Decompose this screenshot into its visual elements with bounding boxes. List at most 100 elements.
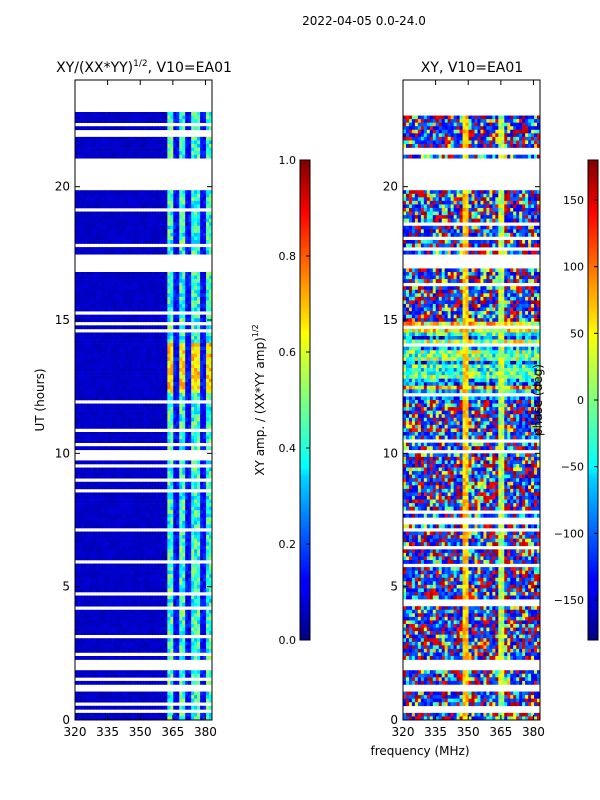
heatmap-cell xyxy=(185,588,189,593)
heatmap-cell xyxy=(179,343,183,347)
heatmap-cell xyxy=(131,222,136,227)
heatmap-cell xyxy=(116,350,121,355)
heatmap-cell xyxy=(92,588,97,593)
heatmap-cell xyxy=(110,364,115,369)
heatmap-cell xyxy=(107,407,112,411)
heatmap-cell xyxy=(167,240,171,244)
heatmap-cell xyxy=(98,609,103,614)
heatmap-cell xyxy=(200,339,204,344)
heatmap-cell xyxy=(203,602,207,607)
heatmap-cell xyxy=(131,197,136,202)
heatmap-cell xyxy=(143,520,148,525)
heatmap-cell xyxy=(146,407,151,411)
heatmap-cell xyxy=(75,360,79,365)
heatmap-cell xyxy=(206,286,210,291)
heatmap-cell xyxy=(119,275,124,280)
heatmap-cell xyxy=(161,332,165,337)
heatmap-cell xyxy=(137,531,142,536)
heatmap-cell xyxy=(143,446,148,451)
heatmap-cell xyxy=(128,563,133,568)
heatmap-cell xyxy=(185,481,189,486)
heatmap-cell xyxy=(209,392,212,397)
heatmap-cell xyxy=(89,414,94,419)
heatmap-cell xyxy=(101,595,106,600)
heatmap-cell xyxy=(209,357,212,362)
heatmap-cell xyxy=(89,193,94,198)
heatmap-cell xyxy=(194,325,198,330)
heatmap-cell xyxy=(131,609,136,614)
heatmap-cell xyxy=(80,378,85,383)
heatmap-cell xyxy=(80,272,85,276)
heatmap-cell xyxy=(75,222,79,227)
heatmap-cell xyxy=(101,279,106,283)
heatmap-cell xyxy=(80,197,85,202)
heatmap-cell xyxy=(116,247,121,251)
heatmap-cell xyxy=(149,339,154,344)
heatmap-cell xyxy=(197,307,201,312)
heatmap-cell xyxy=(128,524,133,529)
heatmap-cell xyxy=(110,215,115,219)
heatmap-cell xyxy=(161,432,165,436)
heatmap-cell xyxy=(83,375,88,379)
heatmap-cell xyxy=(167,435,171,440)
heatmap-cell xyxy=(188,119,192,123)
heatmap-cell xyxy=(161,140,165,145)
heatmap-cell xyxy=(209,403,212,408)
heatmap-cell xyxy=(161,556,165,561)
heatmap-cell xyxy=(209,293,212,298)
heatmap-cell xyxy=(158,403,162,408)
heatmap-cell xyxy=(128,286,133,291)
heatmap-cell xyxy=(75,140,79,145)
heatmap-cell xyxy=(131,204,136,209)
heatmap-cell xyxy=(197,126,201,131)
heatmap-cell xyxy=(173,332,177,337)
heatmap-cell xyxy=(164,272,168,276)
heatmap-cell xyxy=(119,115,124,120)
heatmap-cell xyxy=(146,506,151,511)
heatmap-cell xyxy=(143,325,148,330)
heatmap-cell xyxy=(95,293,100,298)
heatmap-cell xyxy=(197,496,201,500)
heatmap-cell xyxy=(116,339,121,344)
heatmap-cell xyxy=(83,115,88,120)
heatmap-cell xyxy=(188,435,192,440)
heatmap-cell xyxy=(110,549,115,554)
heatmap-cell xyxy=(155,218,159,223)
heatmap-cell xyxy=(185,613,189,618)
heatmap-cell xyxy=(161,609,165,614)
heatmap-cell xyxy=(134,581,139,586)
heatmap-cell xyxy=(86,218,91,223)
heatmap-cell xyxy=(143,346,148,351)
heatmap-cell xyxy=(158,318,162,323)
heatmap-cell xyxy=(125,407,130,411)
heatmap-cell xyxy=(200,549,204,554)
heatmap-cell xyxy=(170,236,174,241)
heatmap-cell xyxy=(158,364,162,369)
heatmap-cell xyxy=(191,336,195,340)
heatmap-cell xyxy=(122,236,127,241)
heatmap-cell xyxy=(92,510,97,515)
heatmap-cell xyxy=(182,215,186,219)
heatmap-cell xyxy=(146,275,151,280)
heatmap-cell xyxy=(194,204,198,209)
heatmap-cell xyxy=(149,378,154,383)
heatmap-cell xyxy=(179,510,183,515)
heatmap-cell xyxy=(80,343,85,347)
heatmap-cell xyxy=(146,279,151,283)
heatmap-cell xyxy=(209,535,212,539)
heatmap-cell xyxy=(164,247,168,251)
heatmap-cell xyxy=(89,286,94,291)
heatmap-cell xyxy=(155,496,159,500)
heatmap-cell xyxy=(170,314,174,319)
heatmap-cell xyxy=(194,570,198,575)
heatmap-cell xyxy=(107,446,112,451)
heatmap-cell xyxy=(104,343,109,347)
heatmap-cell xyxy=(95,126,100,131)
heatmap-cell xyxy=(101,616,106,621)
heatmap-cell xyxy=(185,147,189,152)
heatmap-cell xyxy=(134,446,139,451)
heatmap-cell xyxy=(182,506,186,511)
heatmap-cell xyxy=(158,119,162,123)
heatmap-cell xyxy=(95,296,100,301)
heatmap-cell xyxy=(146,364,151,369)
